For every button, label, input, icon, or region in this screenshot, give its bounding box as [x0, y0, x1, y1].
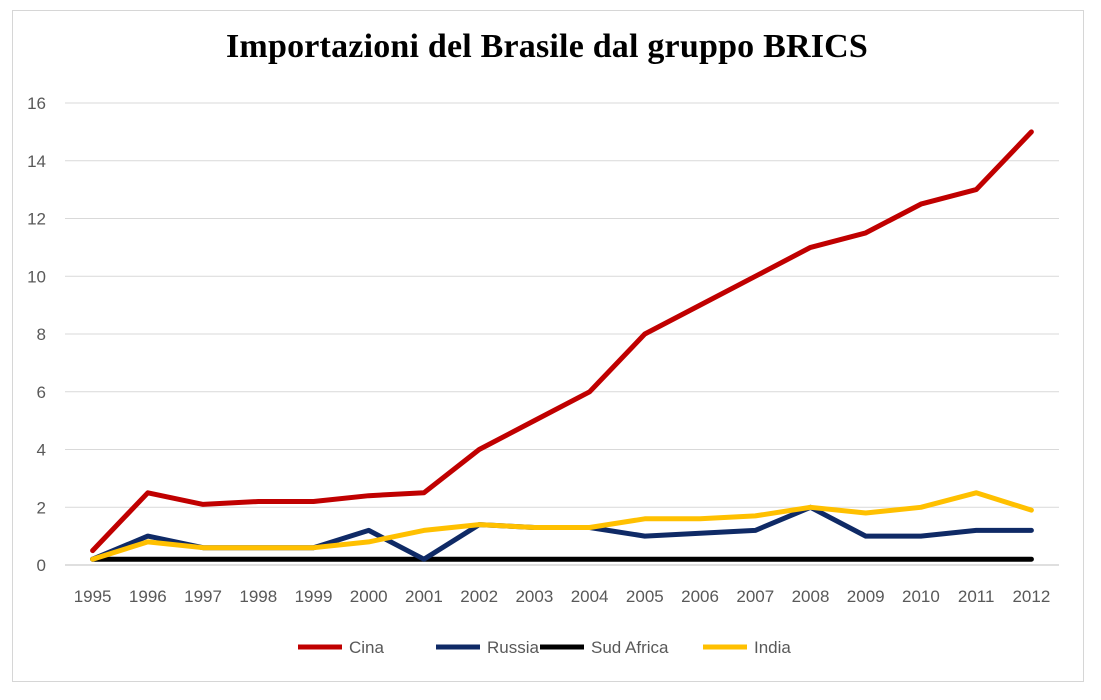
x-tick-label: 2003	[515, 587, 553, 606]
y-tick-label: 12	[27, 210, 46, 229]
chart-frame	[12, 10, 1084, 682]
legend-label: India	[754, 638, 791, 657]
series-line-cina	[90, 129, 1034, 554]
y-tick-label: 14	[27, 152, 46, 171]
y-tick-label: 8	[37, 325, 46, 344]
series-line-russia	[90, 504, 1034, 562]
x-tick-label: 2007	[736, 587, 774, 606]
x-tick-label: 1995	[74, 587, 112, 606]
legend-label: Russia	[487, 638, 540, 657]
x-tick-label: 2006	[681, 587, 719, 606]
legend-label: Sud Africa	[591, 638, 669, 657]
y-tick-label: 2	[37, 498, 46, 517]
x-tick-label: 1997	[184, 587, 222, 606]
x-tick-label: 1999	[295, 587, 333, 606]
y-tick-label: 16	[27, 94, 46, 113]
chart-title: Importazioni del Brasile dal gruppo BRIC…	[226, 28, 868, 65]
x-tick-label: 2012	[1012, 587, 1050, 606]
x-tick-label: 2005	[626, 587, 664, 606]
x-tick-label: 1996	[129, 587, 167, 606]
legend-label: Cina	[349, 638, 385, 657]
y-tick-label: 10	[27, 267, 46, 286]
x-tick-label: 2002	[460, 587, 498, 606]
y-tick-label: 6	[37, 383, 46, 402]
x-tick-label: 2004	[571, 587, 609, 606]
x-tick-label: 2009	[847, 587, 885, 606]
x-tick-label: 2001	[405, 587, 443, 606]
x-tick-label: 2000	[350, 587, 388, 606]
y-tick-label: 4	[37, 441, 46, 460]
x-tick-label: 1998	[239, 587, 277, 606]
x-tick-label: 2008	[792, 587, 830, 606]
x-tick-label: 2010	[902, 587, 940, 606]
series-line-india	[90, 490, 1034, 562]
y-tick-label: 0	[37, 556, 46, 575]
x-tick-label: 2011	[958, 587, 995, 606]
